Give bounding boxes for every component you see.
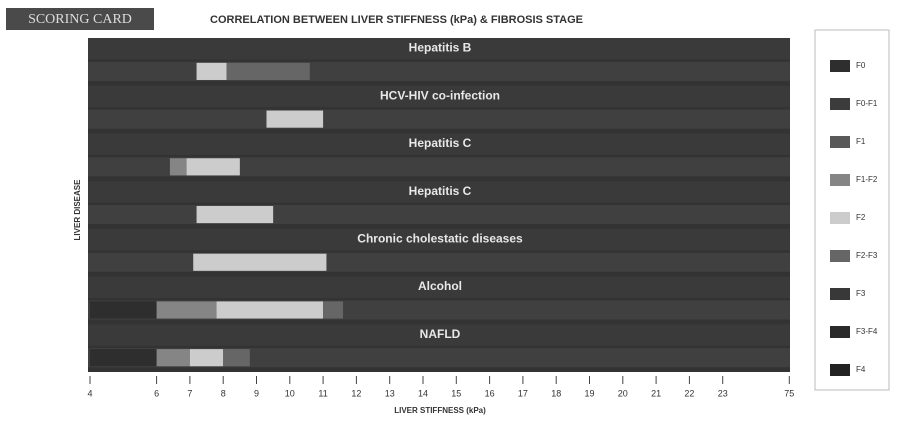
x-tick-label: 8 xyxy=(221,388,226,398)
x-tick-label: 18 xyxy=(551,388,561,398)
label-band xyxy=(88,324,790,346)
label-band xyxy=(88,228,790,251)
legend-swatch xyxy=(830,326,850,338)
legend-swatch xyxy=(830,250,850,262)
legend-label: F4 xyxy=(856,365,866,374)
x-tick-label: 4 xyxy=(87,388,92,398)
legend-label: F1-F2 xyxy=(856,175,878,184)
range-bar xyxy=(266,110,324,128)
badge-box xyxy=(6,8,154,30)
legend-label: F2-F3 xyxy=(856,251,878,260)
x-tick-label: 17 xyxy=(518,388,528,398)
x-tick-label: 14 xyxy=(418,388,428,398)
legend-label: F2 xyxy=(856,213,866,222)
bar-band xyxy=(88,157,790,177)
range-bar xyxy=(196,62,227,80)
row-label: Hepatitis C xyxy=(409,136,472,150)
x-tick-label: 10 xyxy=(285,388,295,398)
bar-band xyxy=(88,61,790,81)
row-label: HCV-HIV co-infection xyxy=(380,88,500,102)
bar-band xyxy=(88,348,790,368)
x-tick-label: 22 xyxy=(684,388,694,398)
badge: SCORING CARD xyxy=(28,12,132,27)
row-label: NAFLD xyxy=(420,327,461,341)
row-label: Alcohol xyxy=(418,279,462,293)
legend-swatch xyxy=(830,98,850,110)
legend-box xyxy=(814,29,890,391)
legend-swatch xyxy=(830,60,850,72)
label-band xyxy=(88,85,790,108)
x-tick-label: 23 xyxy=(718,388,728,398)
row-label: Hepatitis B xyxy=(409,41,472,55)
x-tick-label: 20 xyxy=(618,388,628,398)
x-tick-label: 11 xyxy=(318,388,327,398)
bar-band xyxy=(88,205,790,225)
x-tick-label: 6 xyxy=(154,388,159,398)
legend-swatch xyxy=(830,364,850,376)
x-axis-label: LIVER STIFFNESS (kPa) xyxy=(394,406,486,415)
label-band xyxy=(88,276,790,299)
x-tick-label: 12 xyxy=(351,388,361,398)
row-label: Chronic cholestatic diseases xyxy=(357,232,523,246)
range-bar xyxy=(90,301,157,319)
range-bar xyxy=(223,349,250,367)
label-band xyxy=(88,133,790,155)
x-tick-label: 15 xyxy=(451,388,461,398)
legend-swatch xyxy=(830,174,850,186)
legend-swatch xyxy=(830,212,850,224)
legend-swatch xyxy=(830,136,850,148)
legend-swatch xyxy=(830,288,850,300)
range-bar xyxy=(90,349,157,367)
x-tick-label: 7 xyxy=(187,388,192,398)
range-bar xyxy=(156,349,190,367)
legend-label: F3 xyxy=(856,289,866,298)
x-tick-label: 13 xyxy=(385,388,395,398)
label-band xyxy=(88,181,790,203)
range-bar xyxy=(226,62,310,80)
range-bar xyxy=(156,301,217,319)
x-tick-label: 19 xyxy=(584,388,594,398)
legend-label: F3-F4 xyxy=(856,327,878,336)
range-bar xyxy=(323,301,344,319)
row-label: Hepatitis C xyxy=(409,184,472,198)
x-tick-label: 21 xyxy=(651,388,661,398)
legend-label: F1 xyxy=(856,137,866,146)
bar-band xyxy=(88,109,790,129)
legend-label: F0 xyxy=(856,61,866,70)
range-bar xyxy=(216,301,324,319)
range-bar xyxy=(186,158,240,176)
y-axis-label: LIVER DISEASE xyxy=(73,179,82,241)
x-tick-label: 9 xyxy=(254,388,259,398)
x-tick-label: 16 xyxy=(485,388,495,398)
x-tick-label: 75 xyxy=(784,388,794,398)
range-bar xyxy=(196,205,274,224)
chart-title: CORRELATION BETWEEN LIVER STIFFNESS (kPa… xyxy=(210,14,583,26)
legend-label: F0-F1 xyxy=(856,99,878,108)
label-band xyxy=(88,38,790,60)
range-bar xyxy=(189,349,224,367)
range-bar xyxy=(169,158,187,176)
range-bar xyxy=(193,253,327,271)
